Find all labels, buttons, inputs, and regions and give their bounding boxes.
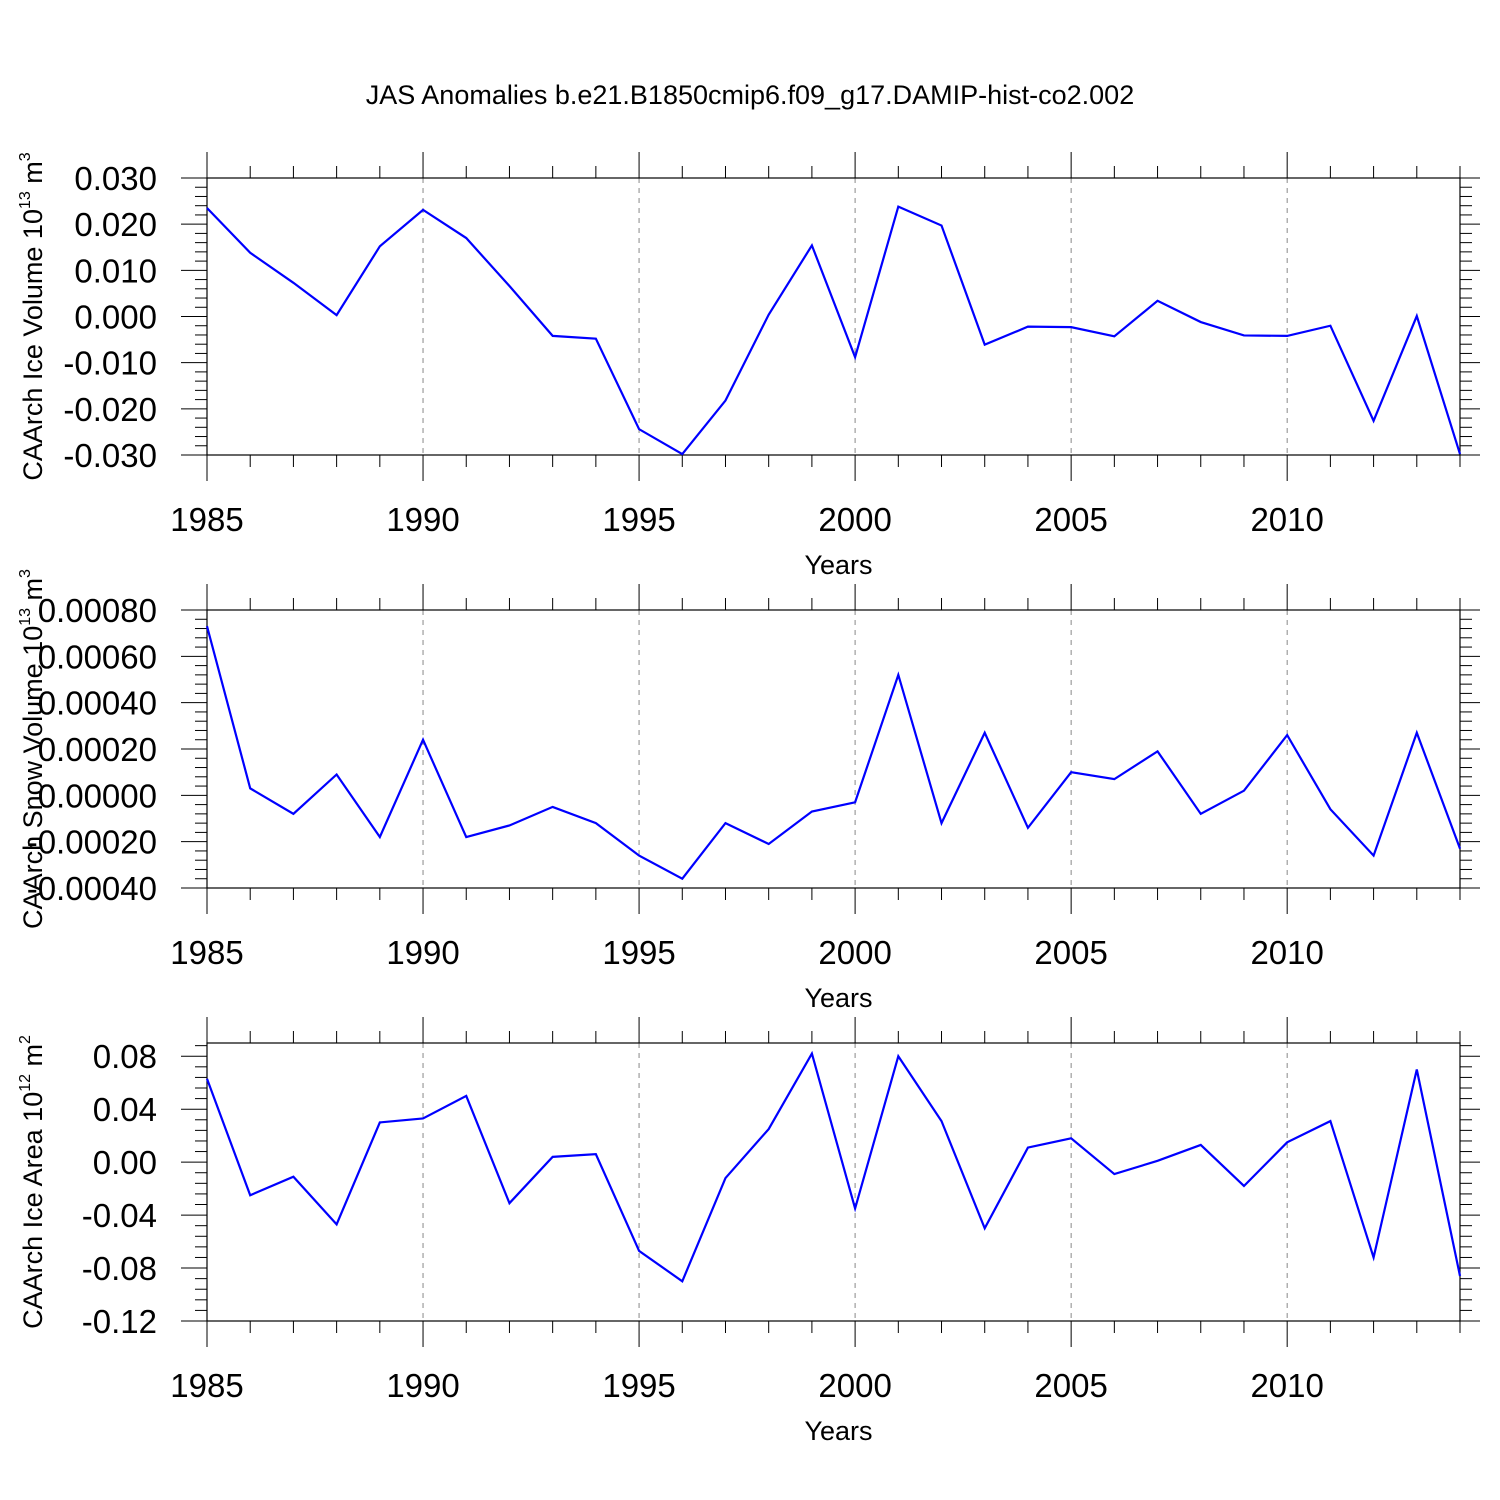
y-tick-label: -0.12 xyxy=(82,1303,157,1340)
x-tick-label: 1995 xyxy=(602,934,675,971)
chart-title: JAS Anomalies b.e21.B1850cmip6.f09_g17.D… xyxy=(366,80,1134,110)
series-line xyxy=(205,1050,1462,1283)
y-tick-label: 0.00000 xyxy=(38,777,157,814)
y-tick-label: -0.030 xyxy=(63,437,157,474)
x-tick-label: 2010 xyxy=(1250,1367,1323,1404)
y-tick-label: 0.00040 xyxy=(38,685,157,722)
x-tick-label: 1995 xyxy=(602,1367,675,1404)
x-tick-label: 2000 xyxy=(818,501,891,538)
panel-2: 1985 1990 1995 2000 2005 2010 Years -0.00040 -0.… xyxy=(17,569,1480,1013)
plot-frame xyxy=(206,1042,1461,1322)
x-axis-title: Years xyxy=(804,550,872,580)
x-tick-label: 2010 xyxy=(1250,501,1323,538)
x-tick-label: 2000 xyxy=(818,934,891,971)
y-tick-label: 0.000 xyxy=(74,299,157,336)
y-tick-label: 0.030 xyxy=(74,160,157,197)
x-tick-label: 1985 xyxy=(170,501,243,538)
x-tick-label: 2005 xyxy=(1034,1367,1107,1404)
x-tick-label: 1990 xyxy=(386,934,459,971)
x-tick-label: 2000 xyxy=(818,1367,891,1404)
y-tick-label: 0.04 xyxy=(93,1091,157,1128)
x-axis-title: Years xyxy=(804,983,872,1013)
y-tick-label: -0.00020 xyxy=(27,824,157,861)
y-tick-label: 0.00 xyxy=(93,1144,157,1181)
panel-1: 1985 1990 1995 2000 2005 2010 Years -0.030 -0.02… xyxy=(17,152,1480,580)
y-tick-label: 0.010 xyxy=(74,252,157,289)
x-tick-label: 1990 xyxy=(386,501,459,538)
x-tick-label: 1985 xyxy=(170,934,243,971)
series-line xyxy=(206,205,1462,456)
x-tick-label: 1990 xyxy=(386,1367,459,1404)
x-tick-label: 2005 xyxy=(1034,934,1107,971)
x-tick-label: 1985 xyxy=(170,1367,243,1404)
y-tick-label: -0.010 xyxy=(63,345,157,382)
y-tick-label: -0.020 xyxy=(63,391,157,428)
x-axis-title: Years xyxy=(804,1416,872,1446)
y-axis-title: CAArch Ice Area 1012 m2 xyxy=(17,1035,48,1329)
y-tick-label: 0.08 xyxy=(93,1038,157,1075)
x-tick-label: 2005 xyxy=(1034,501,1107,538)
y-axis-title: CAArch Snow Volume 1013 m3 xyxy=(17,569,48,929)
y-tick-label: -0.00040 xyxy=(27,870,157,907)
y-axis-title: CAArch Ice Volume 1013 m3 xyxy=(17,152,48,480)
series-line xyxy=(205,625,1462,881)
x-tick-label: 1995 xyxy=(602,501,675,538)
y-tick-label: -0.08 xyxy=(82,1250,157,1287)
y-tick-label: -0.04 xyxy=(82,1197,157,1234)
y-tick-label: 0.00080 xyxy=(38,592,157,629)
panel-3: 1985 1990 1995 2000 2005 2010 Years -0.12 -0.08 -… xyxy=(17,1017,1480,1446)
x-tick-label: 2010 xyxy=(1250,934,1323,971)
y-tick-label: 0.00060 xyxy=(38,638,157,675)
y-tick-label: 0.00020 xyxy=(38,731,157,768)
y-tick-label: 0.020 xyxy=(74,206,157,243)
